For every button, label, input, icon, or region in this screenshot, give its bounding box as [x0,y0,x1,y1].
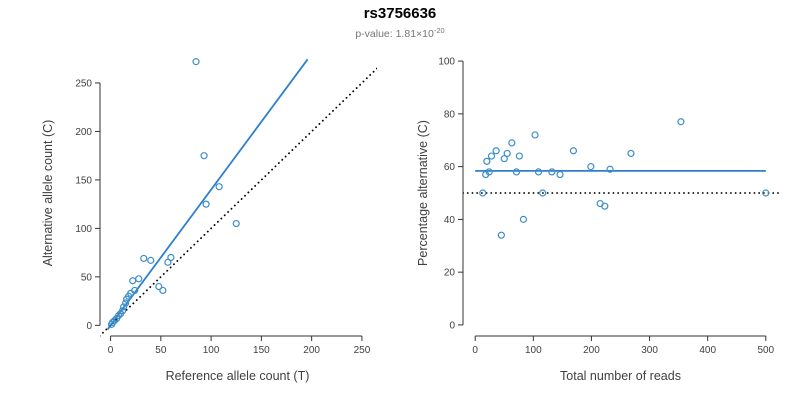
data-point [129,277,137,285]
data-point [159,286,167,295]
y-tick-label: 100 [75,224,92,235]
regression-line [106,58,309,330]
data-point [215,183,223,191]
data-point [155,282,163,291]
data-point [497,231,505,239]
data-point [108,318,117,327]
identity-line [100,67,377,337]
y-axis-label: Alternative allele count (C) [41,120,55,267]
data-point [508,139,516,147]
data-point [122,299,130,307]
data-point [135,275,143,283]
x-tick-label: 200 [583,345,600,356]
x-tick-label: 200 [303,345,320,356]
data-point [479,189,487,197]
y-tick-label: 40 [444,215,456,226]
x-axis-label: Reference allele count (T) [166,369,310,383]
data-point [483,157,491,165]
x-tick-label: 250 [354,345,371,356]
data-point [515,152,523,160]
x-axis-label: Total number of reads [560,369,681,383]
data-point [200,152,208,160]
data-point [601,202,609,210]
y-axis-label: Percentage alternative (C) [416,120,430,266]
data-point [167,253,175,262]
figure-header: rs3756636 p-value: 1.81×10-20 [0,5,800,40]
data-point [503,149,511,158]
data-point [115,312,123,320]
data-point [485,168,493,176]
allele-count-scatter-chart: 0 50 100 150 200 250 0 50 100 150 200 250 Reference … [41,58,377,383]
x-tick-label: 400 [699,345,716,356]
x-tick-label: 500 [757,345,774,356]
y-tick-label: 0 [449,320,455,331]
y-tick-label: 80 [444,109,456,120]
data-point [131,286,139,295]
data-point [147,256,155,264]
data-point [500,155,508,163]
data-point [140,254,148,263]
figure-title: rs3756636 [363,5,437,22]
x-tick-label: 50 [155,345,167,356]
x-tick-label: 100 [203,345,220,356]
data-point [202,200,210,208]
data-point [548,168,556,176]
x-tick-label: 150 [253,345,270,356]
pvalue-label: p-value: [355,27,396,40]
data-point [232,219,240,228]
data-point [110,316,119,325]
pvalue-subtitle: p-value: 1.81×10-20 [0,26,800,40]
data-point [492,147,500,155]
data-point [556,170,564,179]
data-point [119,307,127,315]
y-tick-label: 200 [75,127,92,138]
data-point [531,131,539,139]
pvalue-exponent: -20 [433,25,445,35]
y-tick-label: 100 [438,57,455,68]
data-point [512,168,521,176]
y-tick-label: 60 [444,162,456,173]
y-tick-label: 20 [444,268,456,279]
percentage-scatter-chart: 0 100 200 300 400 500 0 20 40 60 80 100 Total number… [416,57,779,383]
data-point [120,303,128,311]
data-point [627,149,635,158]
x-tick-label: 0 [108,345,114,356]
data-point [606,165,614,173]
y-tick-label: 0 [86,321,92,332]
x-tick-label: 0 [472,345,478,356]
y-tick-label: 250 [75,78,92,89]
data-point [534,168,543,176]
data-point [677,118,685,126]
data-point [762,189,770,197]
data-point [519,215,528,223]
data-point [569,147,578,155]
data-point [539,189,547,197]
x-tick-label: 300 [641,345,658,356]
data-point [587,163,595,171]
pvalue-mantissa: 1.81×10 [395,27,434,40]
data-point [487,152,496,160]
x-tick-label: 100 [525,345,542,356]
y-tick-label: 50 [81,272,93,283]
y-tick-label: 150 [75,175,92,186]
data-point [192,58,200,66]
